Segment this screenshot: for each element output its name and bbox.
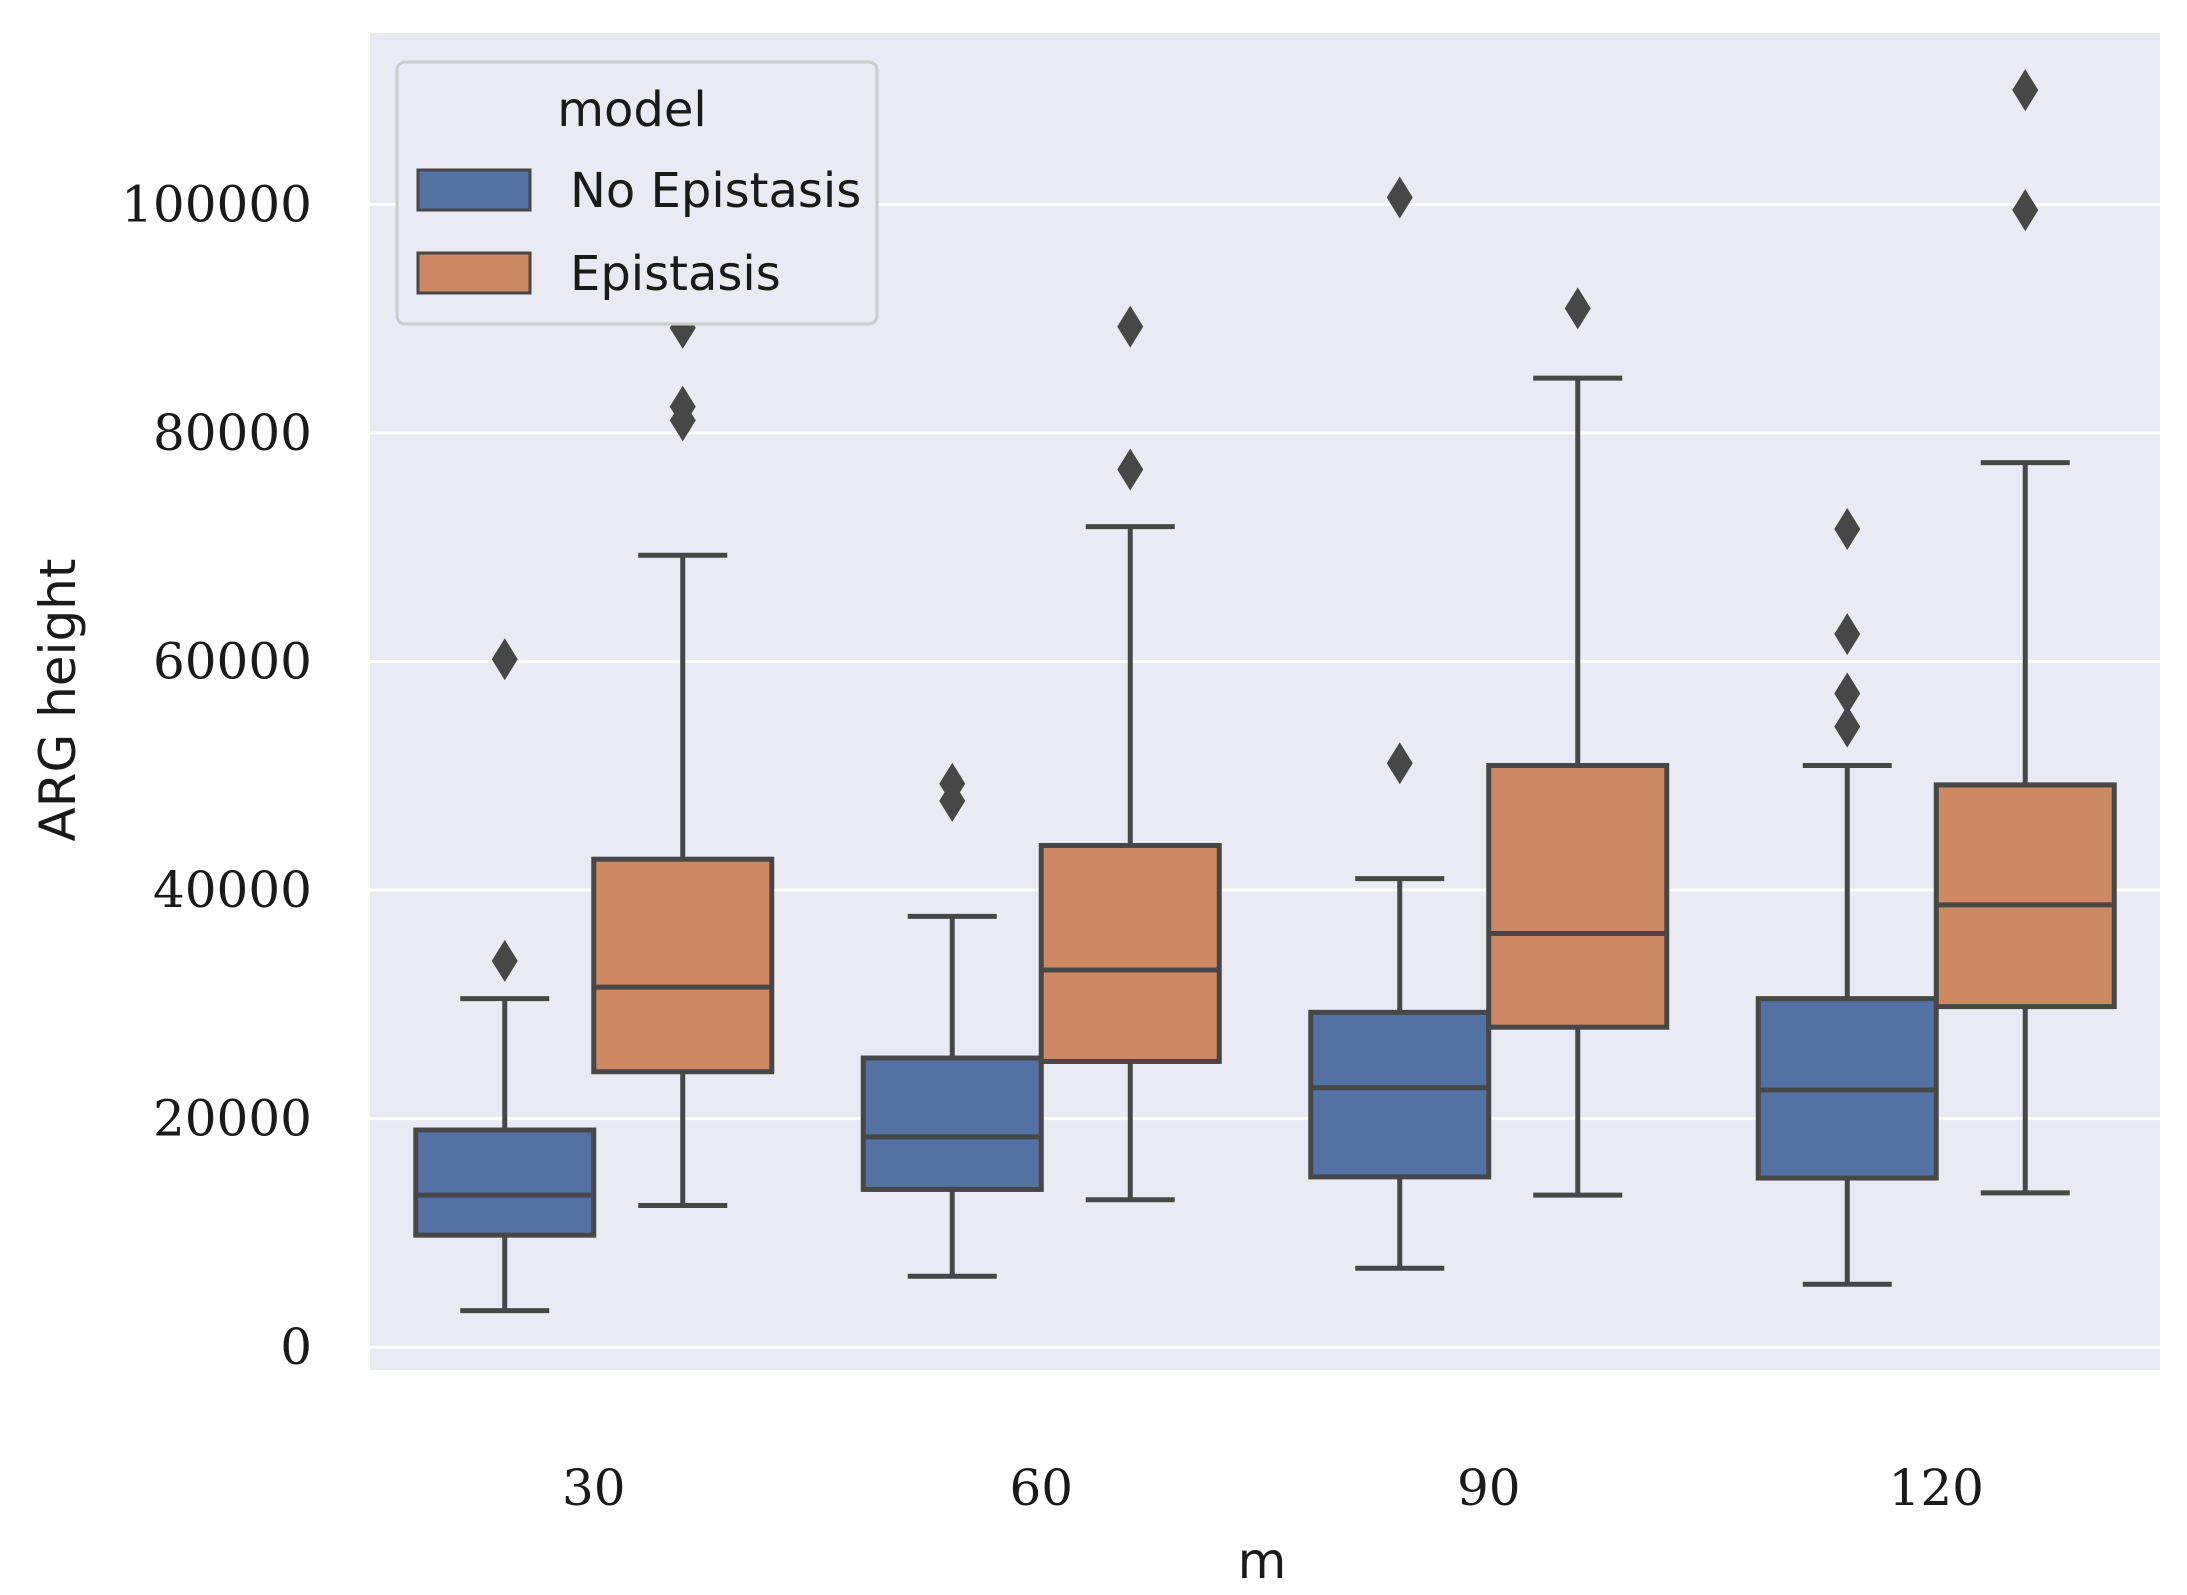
outlier-point	[2012, 189, 2039, 232]
outlier-point	[1386, 742, 1413, 785]
outlier-point	[669, 385, 696, 428]
boxes	[413, 69, 2117, 1314]
y-tick-label: 40000	[153, 861, 312, 919]
box	[1933, 782, 2117, 1010]
outlier-point	[1834, 507, 1861, 550]
y-tick-label: 60000	[153, 633, 312, 691]
legend-title: model	[557, 82, 706, 138]
legend-swatch-epistasis	[416, 251, 532, 295]
y-tick-label: 20000	[153, 1090, 312, 1148]
box-group	[860, 762, 1044, 1279]
outlier-point	[1834, 672, 1861, 715]
x-tick-label: 30	[562, 1459, 626, 1517]
box-group	[1755, 507, 1939, 1287]
outlier-point	[1564, 287, 1591, 330]
box-group	[1933, 69, 2117, 1196]
box	[591, 856, 775, 1075]
legend-label-epistasis: Epistasis	[570, 246, 781, 302]
y-tick-label: 0	[280, 1318, 312, 1376]
outlier-point	[939, 762, 966, 805]
legend-label-no-epistasis: No Epistasis	[570, 163, 861, 219]
outlier-point	[1117, 305, 1144, 348]
box-group	[413, 638, 597, 1314]
box-group	[591, 306, 775, 1208]
box	[1038, 842, 1222, 1064]
box	[1308, 1009, 1492, 1180]
y-tick-labels: 0 20000 40000 60000 80000 100000	[121, 175, 312, 1376]
x-tick-label: 120	[1889, 1459, 1984, 1517]
x-tick-label: 60	[1009, 1459, 1073, 1517]
box	[1486, 762, 1670, 1030]
outlier-point	[1834, 613, 1861, 656]
legend-swatch-no-epistasis	[416, 168, 532, 212]
outlier-point	[1117, 448, 1144, 491]
outlier-point	[1386, 176, 1413, 219]
x-tick-label: 90	[1457, 1459, 1521, 1517]
box-group	[1486, 287, 1670, 1198]
outlier-point	[491, 939, 518, 982]
y-tick-label: 80000	[153, 404, 312, 462]
box-group	[1308, 176, 1492, 1271]
y-tick-label: 100000	[121, 175, 312, 233]
box	[413, 1127, 597, 1238]
x-tick-labels: 30 60 90 120	[562, 1459, 1984, 1517]
box-group	[1038, 305, 1222, 1203]
y-axis-label: ARG height	[29, 559, 87, 842]
legend: model No Epistasis Epistasis	[395, 60, 879, 326]
outlier-point	[1834, 705, 1861, 748]
box	[860, 1055, 1044, 1192]
outlier-point	[2012, 69, 2039, 112]
x-axis-label: m	[1238, 1532, 1287, 1590]
outlier-point	[491, 638, 518, 681]
